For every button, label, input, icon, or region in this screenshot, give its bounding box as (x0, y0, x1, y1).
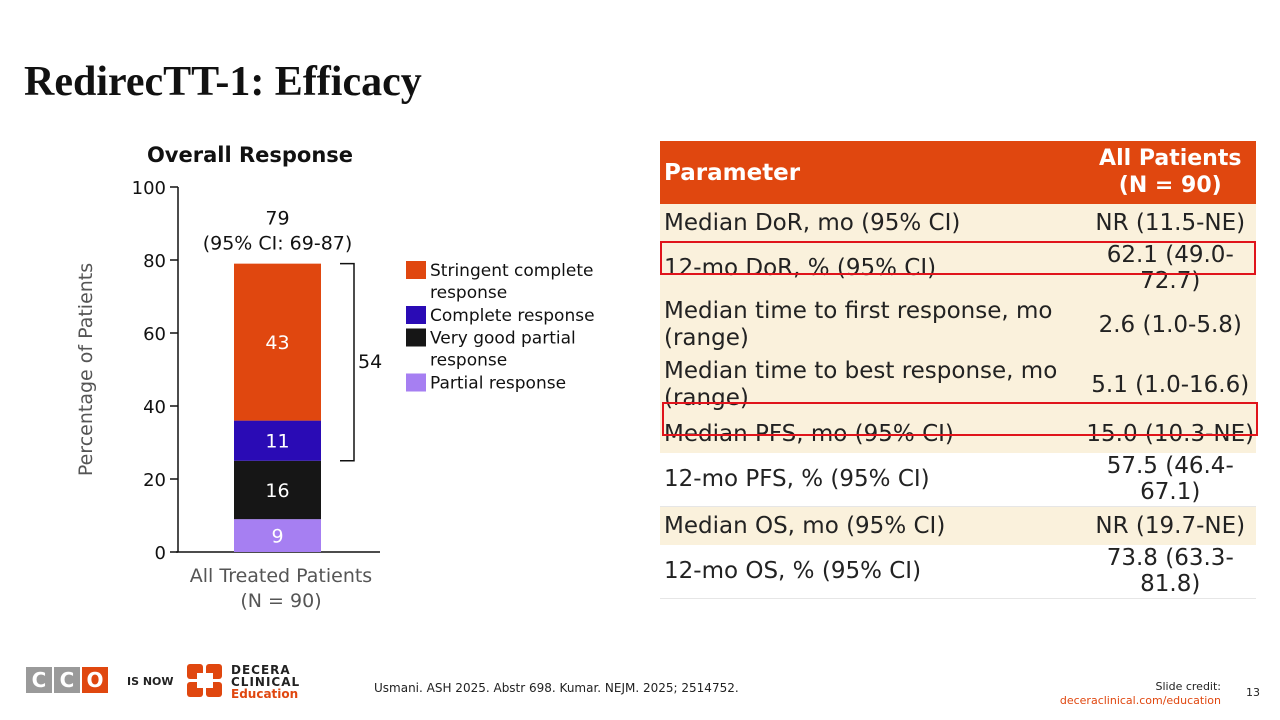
bar-segment (234, 519, 321, 552)
bracket (340, 262, 355, 462)
row-value: 73.8 (63.3-81.8) (1084, 544, 1256, 599)
is-now-label: IS NOW (127, 675, 174, 688)
decera-line3: Education (231, 687, 299, 701)
cco-logo-letter: C (54, 667, 80, 693)
y-tick-label: 20 (143, 470, 166, 491)
bar-segment (234, 263, 321, 421)
total-ci-label: (95% CI: 69-87) (203, 233, 353, 255)
row-param: 12-mo PFS, % (95% CI) (660, 452, 1085, 507)
table-row: 12-mo PFS, % (95% CI) 57.5 (46.4-67.1) (660, 452, 1256, 507)
legend-swatch (406, 328, 426, 347)
slide-credit-link[interactable]: deceraclinical.com/education (1059, 694, 1221, 707)
legend-swatch (406, 306, 426, 324)
page-number: 13 (1246, 686, 1260, 699)
y-tick-label: 40 (143, 397, 166, 418)
header-all-patients-line2: (N = 90) (1118, 172, 1222, 198)
efficacy-table: Parameter All Patients (N = 90) Median D… (660, 141, 1256, 599)
row-param: Median PFS, mo (95% CI) (660, 414, 1085, 453)
y-tick-label: 0 (155, 543, 166, 564)
table-row: Median PFS, mo (95% CI) 15.0 (10.3-NE) (660, 414, 1256, 453)
highlight-box-12mo-dor (660, 241, 1256, 275)
legend-label: Complete response (430, 306, 595, 326)
cco-logo-letter: C (26, 667, 52, 693)
table-row: Median OS, mo (95% CI) NR (19.7-NE) (660, 506, 1256, 545)
legend-label: Stringent complete (430, 261, 593, 281)
row-value: NR (19.7-NE) (1084, 506, 1256, 545)
citation: Usmani. ASH 2025. Abstr 698. Kumar. NEJM… (374, 681, 739, 695)
total-value-label: 79 (265, 208, 289, 230)
row-value: 62.1 (49.0-72.7) (1084, 242, 1256, 295)
cco-logo: C C O (26, 667, 108, 693)
row-param: 12-mo DoR, % (95% CI) (660, 242, 1085, 295)
slide-credit: Slide credit: deceraclinical.com/educati… (1060, 680, 1221, 708)
y-axis-label: Percentage of Patients (75, 263, 97, 476)
chart-title: Overall Response (147, 143, 353, 167)
table-row: Median DoR, mo (95% CI) NR (11.5-NE) (660, 204, 1256, 242)
bar-data-label: 11 (265, 431, 289, 453)
y-tick-label: 60 (143, 324, 166, 345)
legend-swatch (406, 373, 426, 392)
row-value: NR (11.5-NE) (1084, 204, 1256, 242)
slide-credit-label: Slide credit: (1155, 680, 1222, 693)
decera-logo-text: DECERA CLINICAL Education (231, 664, 300, 700)
x-category-label: All Treated Patients (190, 565, 372, 587)
bar-segment (234, 420, 321, 461)
legend-swatch (406, 261, 426, 279)
table-row: Median time to first response, mo (range… (660, 294, 1256, 355)
y-tick-label: 100 (132, 178, 166, 199)
bracket-label: 54 (358, 351, 382, 373)
legend-label: Partial response (430, 374, 566, 394)
row-value: 5.1 (1.0-16.6) (1084, 354, 1256, 415)
decera-line1: DECERA (231, 663, 291, 677)
bar-segment (234, 460, 321, 520)
table-row: 12-mo OS, % (95% CI) 73.8 (63.3-81.8) (660, 544, 1256, 599)
header-all-patients-line1: All Patients (1099, 146, 1242, 172)
bar-data-label: 16 (265, 480, 289, 502)
row-param: 12-mo OS, % (95% CI) (660, 544, 1085, 599)
row-value: 15.0 (10.3-NE) (1084, 414, 1256, 453)
highlight-box-median-pfs (662, 402, 1258, 436)
bar-data-label: 43 (265, 332, 289, 354)
row-value: 2.6 (1.0-5.8) (1084, 294, 1256, 355)
row-value: 57.5 (46.4-67.1) (1084, 452, 1256, 507)
row-param: Median DoR, mo (95% CI) (660, 204, 1085, 242)
bar-data-label: 9 (271, 526, 283, 548)
table-row: Median time to best response, mo (range)… (660, 354, 1256, 415)
decera-line2: CLINICAL (231, 675, 301, 689)
legend-label: response (430, 351, 507, 371)
header-parameter: Parameter (660, 141, 1085, 204)
row-param: Median OS, mo (95% CI) (660, 506, 1085, 545)
table-header-row: Parameter All Patients (N = 90) (660, 141, 1256, 204)
cco-logo-letter: O (82, 667, 108, 693)
x-category-label: (N = 90) (240, 590, 321, 612)
slide-title: RedirecTT-1: Efficacy (24, 59, 422, 105)
row-param: Median time to first response, mo (range… (660, 294, 1085, 355)
header-all-patients: All Patients (N = 90) (1084, 141, 1256, 204)
y-tick-label: 80 (143, 251, 166, 272)
legend-label: Very good partial (430, 329, 576, 349)
decera-logo-mark (187, 664, 222, 697)
table-row: 12-mo DoR, % (95% CI) 62.1 (49.0-72.7) (660, 242, 1256, 295)
row-param: Median time to best response, mo (range) (660, 354, 1085, 415)
overall-response-chart: Overall Response 0 20 40 60 80 100 Percentage o… (75, 143, 595, 612)
legend-label: response (430, 283, 507, 303)
